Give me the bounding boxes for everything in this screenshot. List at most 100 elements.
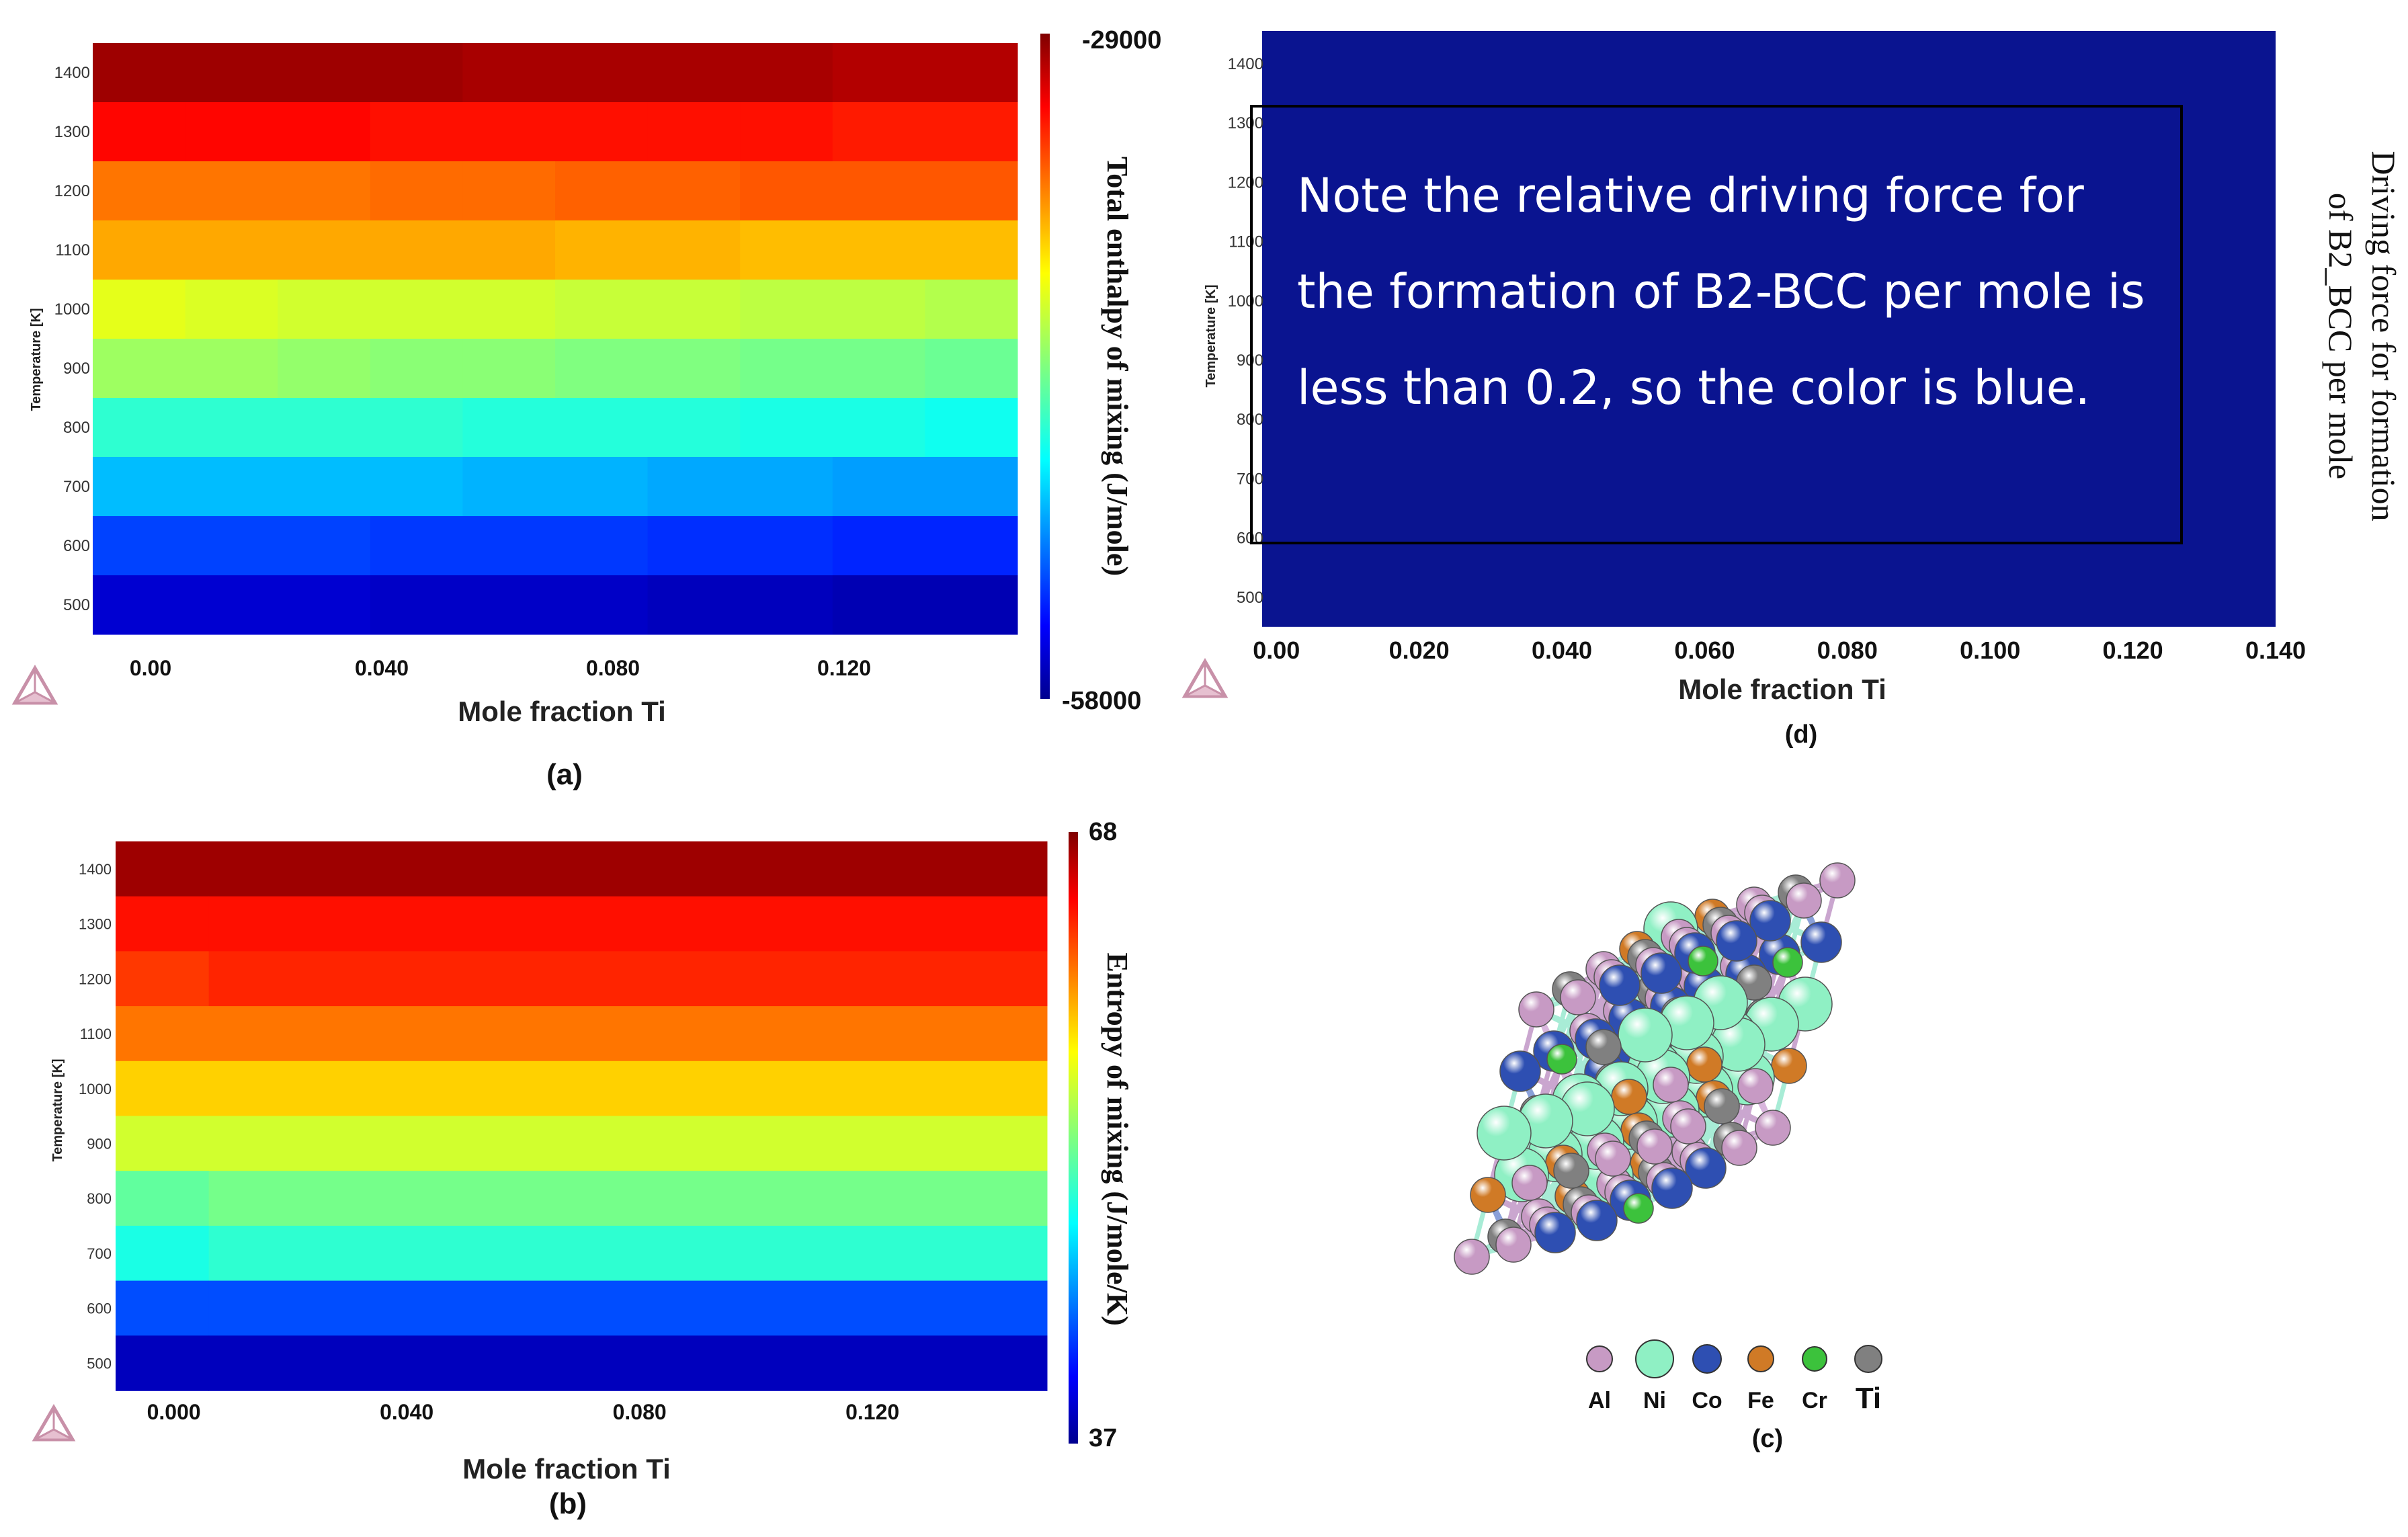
heatmap-cell xyxy=(462,43,556,103)
atom xyxy=(1560,979,1596,1015)
heatmap-cell xyxy=(278,161,371,221)
heatmap-cell xyxy=(116,1006,210,1062)
caption-c: (c) xyxy=(1751,1425,1784,1453)
y-tick-label: 1300 xyxy=(79,916,112,933)
heatmap-cell xyxy=(740,220,833,280)
y-tick-label: 600 xyxy=(87,1300,112,1317)
heatmap-cell xyxy=(116,1061,210,1117)
atom xyxy=(1716,920,1757,962)
heatmap-cell xyxy=(925,280,1018,339)
heatmap-cell xyxy=(407,1116,1048,1171)
atom xyxy=(1670,1108,1706,1145)
atom xyxy=(1618,1007,1673,1063)
thermo-calc-logo-b xyxy=(32,1404,76,1442)
y-tick-label: 1200 xyxy=(79,970,112,987)
atom xyxy=(1534,1212,1576,1253)
heatmap-cell xyxy=(185,339,278,399)
y-tick-label: 500 xyxy=(87,1355,112,1372)
x-tick-label: 0.040 xyxy=(380,1400,433,1424)
heatmap-cell xyxy=(208,1280,407,1337)
heatmap-cell xyxy=(647,161,741,221)
atom xyxy=(1477,1106,1532,1161)
y-tick-label: 1100 xyxy=(80,1026,112,1042)
crystal-legend: Al Ni Co Fe Cr Ti xyxy=(1586,1339,1882,1415)
legend-label-co: Co xyxy=(1692,1388,1722,1413)
heatmap-cell xyxy=(555,516,649,576)
thermo-calc-logo-a xyxy=(11,664,58,705)
heatmap-cell xyxy=(832,457,925,517)
panel-a-colorbar-min: -58000 xyxy=(1062,687,1141,715)
legend-swatch-co xyxy=(1692,1344,1722,1374)
heatmap-cell xyxy=(208,1116,407,1171)
heatmap-cell xyxy=(647,339,741,399)
heatmap-cell xyxy=(116,1225,210,1282)
heatmap-cell xyxy=(925,220,1018,280)
heatmap-cell xyxy=(185,161,278,221)
atom xyxy=(1599,964,1641,1006)
y-tick-label: 1000 xyxy=(79,1081,112,1097)
heatmap-cell xyxy=(208,841,407,897)
atom xyxy=(1454,1239,1490,1275)
panel-a-colorbar-max: -29000 xyxy=(1082,26,1161,54)
heatmap-cell xyxy=(832,575,925,635)
y-tick-label: 1000 xyxy=(1228,292,1263,310)
heatmap-cell xyxy=(278,339,371,399)
heatmap-cell xyxy=(407,1171,1048,1227)
panel-b-colorbar-label: Entropy of mixing (J/mole/K) xyxy=(1101,952,1134,1325)
caption-a: (a) xyxy=(546,758,583,791)
heatmap-cell xyxy=(116,1280,210,1337)
heatmap-cell xyxy=(555,398,649,458)
heatmap-cell xyxy=(462,102,556,162)
atom xyxy=(1653,1067,1689,1103)
panel-a-y-axis-label: Temperature [K] xyxy=(29,308,44,411)
heatmap-cell xyxy=(647,102,741,162)
y-tick-label: 1100 xyxy=(55,241,90,259)
heatmap-cell xyxy=(370,280,463,339)
atom xyxy=(1553,1153,1589,1189)
panel-a-x-ticks: 0.00 0.040 0.080 0.120 xyxy=(130,656,871,680)
atom xyxy=(1518,991,1554,1028)
heatmap-cell xyxy=(278,280,371,339)
y-tick-label: 1400 xyxy=(79,861,112,878)
heatmap-cell xyxy=(93,220,186,280)
driving-force-note: Note the relative driving force for the … xyxy=(1297,168,2145,415)
heatmap-cell xyxy=(93,575,186,635)
heatmap-cell xyxy=(185,516,278,576)
panel-d-x-axis-label: Mole fraction Ti xyxy=(1678,673,1886,705)
legend-swatch-al xyxy=(1586,1345,1613,1372)
x-tick-label: 0.080 xyxy=(1817,636,1878,664)
heatmap-cell xyxy=(740,102,833,162)
x-tick-label: 0.080 xyxy=(586,656,640,680)
heatmap-cell xyxy=(93,339,186,399)
caption-d: (d) xyxy=(1784,720,1818,749)
atom xyxy=(1737,1068,1774,1104)
panel-d-colorbar-label-line2: of B2_BCC per mole xyxy=(2322,193,2360,479)
heatmap-cell xyxy=(93,457,186,517)
y-tick-label: 700 xyxy=(1237,470,1263,488)
atom xyxy=(1511,1165,1548,1201)
crystal-structure-image xyxy=(1454,862,1856,1275)
heatmap-cell xyxy=(555,457,649,517)
heatmap-cell xyxy=(832,102,925,162)
heatmap-cell xyxy=(832,220,925,280)
heatmap-cell xyxy=(740,161,833,221)
panel-d-heatmap xyxy=(1262,31,2276,627)
heatmap-cell xyxy=(740,575,833,635)
panel-d-y-ticks: 500 600 700 800 900 1000 1100 1200 1300 1400 xyxy=(1228,55,1263,607)
heatmap-cell xyxy=(93,43,186,103)
heatmap-cell xyxy=(208,951,407,1007)
atom xyxy=(1636,1128,1673,1165)
heatmap-cell xyxy=(647,398,741,458)
x-tick-label: 0.020 xyxy=(1389,636,1450,664)
heatmap-cell xyxy=(407,1006,1048,1062)
y-tick-label: 1200 xyxy=(54,182,90,200)
heatmap-cell xyxy=(185,102,278,162)
atom xyxy=(1704,1088,1740,1124)
atom xyxy=(1686,1046,1722,1083)
heatmap-cell xyxy=(462,280,556,339)
heatmap-cell xyxy=(925,161,1018,221)
y-tick-label: 700 xyxy=(63,478,90,496)
atom xyxy=(1749,900,1791,942)
heatmap-cell xyxy=(832,339,925,399)
